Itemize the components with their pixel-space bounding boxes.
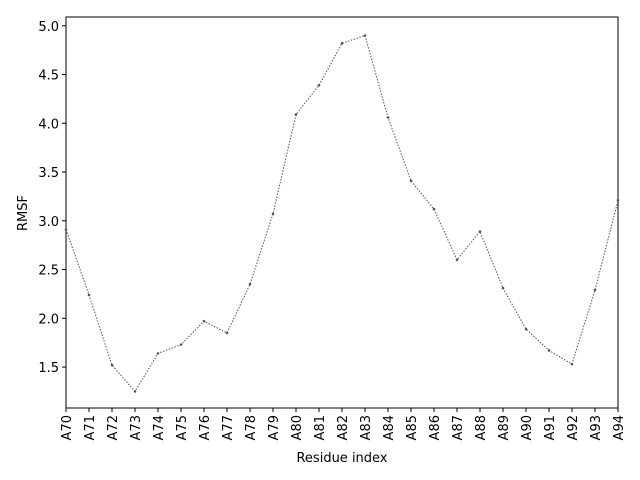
x-tick-label: A75 xyxy=(175,415,190,440)
data-point xyxy=(133,390,137,393)
data-point xyxy=(202,319,206,323)
data-point xyxy=(524,327,528,331)
data-point xyxy=(87,293,91,297)
x-tick-label: A80 xyxy=(290,415,305,440)
data-line xyxy=(65,34,619,393)
x-tick-label: A83 xyxy=(359,415,374,440)
data-point xyxy=(294,113,298,116)
data-point xyxy=(593,288,597,292)
plot-frame xyxy=(65,16,619,409)
data-point xyxy=(386,116,390,119)
y-tick-label: 1.5 xyxy=(38,361,59,376)
y-tick-label: 2.5 xyxy=(38,264,59,279)
y-tick-label: 2.0 xyxy=(38,312,59,327)
x-tick-label: A93 xyxy=(589,415,604,440)
data-point xyxy=(432,207,436,211)
data-point xyxy=(248,282,252,286)
data-point xyxy=(225,331,229,335)
y-tick-label: 3.5 xyxy=(38,166,59,181)
y-tick-label: 3.0 xyxy=(38,215,59,230)
y-tick-label: 4.0 xyxy=(38,117,59,132)
x-tick-label: A94 xyxy=(612,415,627,440)
x-tick-label: A72 xyxy=(106,415,121,440)
x-tick-label: A77 xyxy=(221,415,236,440)
x-tick-label: A79 xyxy=(267,415,282,440)
data-point xyxy=(478,230,482,233)
y-tick-label: 5.0 xyxy=(38,20,59,35)
x-tick-label: A81 xyxy=(313,415,328,440)
x-tick-label: A92 xyxy=(566,415,581,440)
x-tick-label: A87 xyxy=(451,415,466,440)
x-axis-label: Residue index xyxy=(296,451,387,466)
data-point xyxy=(409,179,413,183)
x-tick-label: A74 xyxy=(152,415,167,440)
x-tick-label: A88 xyxy=(474,415,489,440)
x-tick-label: A78 xyxy=(244,415,259,440)
data-point xyxy=(317,83,321,87)
data-point xyxy=(110,363,114,367)
x-tick-label: A76 xyxy=(198,415,213,440)
x-tick-label: A84 xyxy=(382,415,397,440)
x-tick-label: A90 xyxy=(520,415,535,440)
data-point xyxy=(501,286,505,290)
x-tick-label: A73 xyxy=(129,415,144,440)
x-tick-label: A86 xyxy=(428,415,443,440)
data-point xyxy=(455,258,459,262)
data-point xyxy=(64,228,68,231)
x-tick-label: A71 xyxy=(83,415,98,440)
data-point xyxy=(271,212,275,216)
x-tick-label: A85 xyxy=(405,415,420,440)
x-tick-label: A70 xyxy=(60,415,75,440)
x-tick-label: A82 xyxy=(336,415,351,440)
data-point xyxy=(616,199,620,202)
data-point xyxy=(363,34,367,37)
data-point xyxy=(340,42,344,45)
data-point xyxy=(179,343,183,346)
data-point xyxy=(570,362,574,366)
y-tick-label: 4.5 xyxy=(38,69,59,84)
data-point xyxy=(156,352,160,355)
x-tick-label: A91 xyxy=(543,415,558,440)
x-tick-label: A89 xyxy=(497,415,512,440)
data-point xyxy=(547,349,551,352)
y-axis-label: RMSF xyxy=(16,195,31,231)
